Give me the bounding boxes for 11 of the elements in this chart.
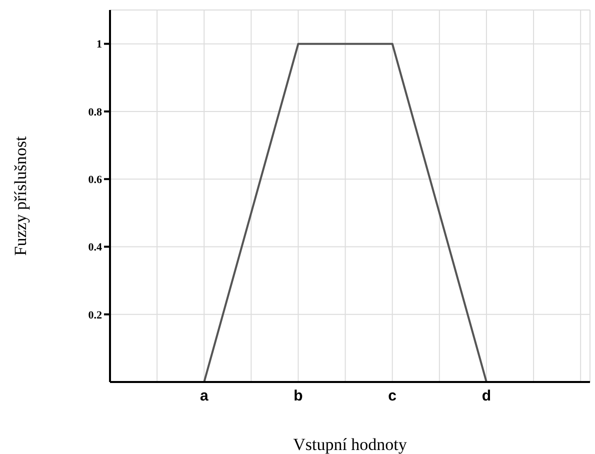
y-axis-title: Fuzzy příslušnost [11,136,30,256]
x-tick-label: d [482,388,492,405]
y-tick-label: 0.2 [88,309,102,322]
x-axis-title: Vstupní hodnoty [293,435,408,454]
x-tick-label: b [294,388,303,405]
x-tick-label: a [200,388,209,405]
y-tick-label: 0.6 [88,174,102,186]
x-tick-label: c [388,388,397,405]
y-tick-label: 0.8 [88,106,102,118]
y-tick-label: 1 [96,38,102,51]
y-tick-label: 0.4 [88,242,102,254]
